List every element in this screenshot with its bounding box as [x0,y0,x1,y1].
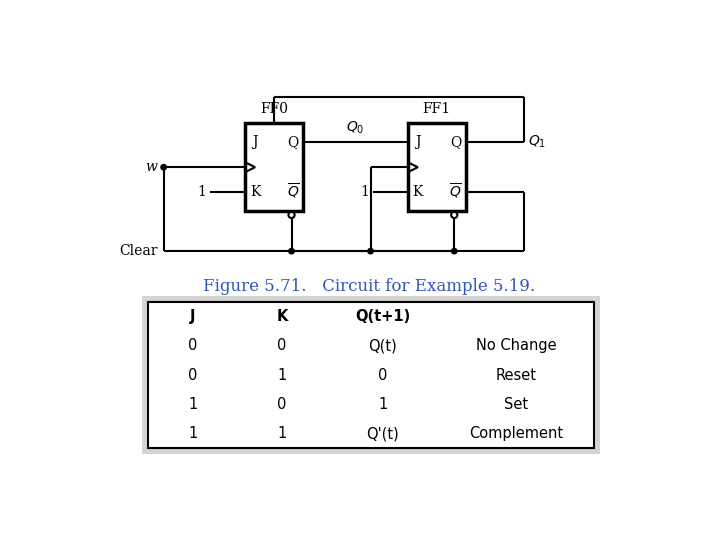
Bar [142,296,600,455]
Text: No Change: No Change [476,339,557,353]
Text: $Q_1$: $Q_1$ [528,133,546,150]
Text: FF1: FF1 [423,103,451,117]
Text: J: J [415,135,420,149]
Bar [408,123,466,211]
Circle shape [451,248,457,254]
Text: Q(t): Q(t) [368,339,397,353]
Text: 1: 1 [277,426,287,441]
Bar [245,123,303,211]
Text: Q: Q [287,135,299,149]
Text: $\overline{Q}$: $\overline{Q}$ [449,182,462,201]
Text: 1: 1 [188,397,197,412]
Text: $\overline{Q}$: $\overline{Q}$ [287,182,300,201]
Text: Q(t+1): Q(t+1) [355,309,410,324]
Text: $Q_0$: $Q_0$ [346,120,364,137]
Text: K: K [250,185,260,199]
Text: K: K [413,185,423,199]
Bar [148,302,594,448]
Text: 1: 1 [277,368,287,383]
Text: 0: 0 [188,368,197,383]
Text: Q: Q [450,135,462,149]
Text: FF0: FF0 [260,103,288,117]
Text: J: J [190,309,195,324]
Circle shape [289,212,294,218]
Text: 0: 0 [188,339,197,353]
Text: 1: 1 [197,185,206,199]
Circle shape [289,248,294,254]
Text: 0: 0 [378,368,387,383]
Circle shape [451,212,457,218]
Text: w: w [145,160,158,174]
Text: K: K [276,309,287,324]
Text: Set: Set [504,397,528,412]
Text: Complement: Complement [469,426,563,441]
Text: Clear: Clear [119,244,158,258]
Text: 1: 1 [360,185,369,199]
Circle shape [368,248,373,254]
Text: 0: 0 [277,339,287,353]
Text: Reset: Reset [496,368,536,383]
Text: J: J [252,135,258,149]
Text: Q'(t): Q'(t) [366,426,399,441]
Text: 0: 0 [277,397,287,412]
Circle shape [161,165,166,170]
Text: 1: 1 [188,426,197,441]
Text: 1: 1 [378,397,387,412]
Text: Figure 5.71.   Circuit for Example 5.19.: Figure 5.71. Circuit for Example 5.19. [203,278,535,295]
